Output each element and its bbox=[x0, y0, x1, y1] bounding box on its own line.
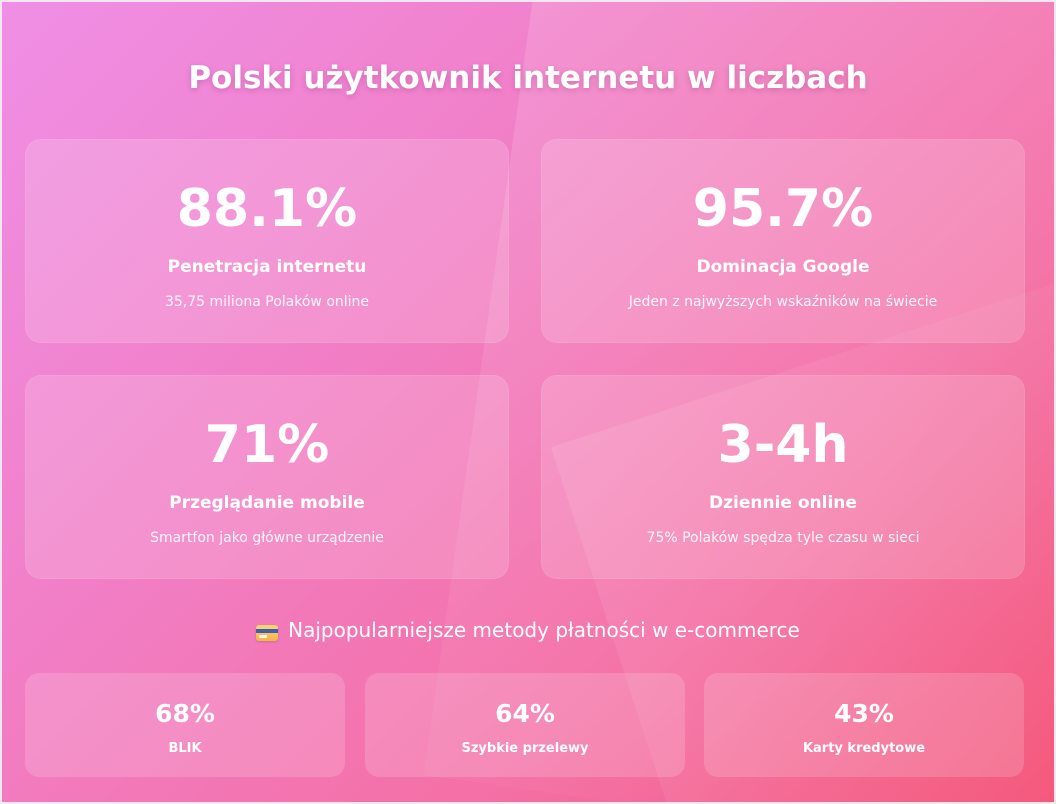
stat-card-daily-online: 3-4h Dziennie online 75% Polaków spędza … bbox=[541, 375, 1025, 579]
stat-card-google-dominance: 95.7% Dominacja Google Jeden z najwyższy… bbox=[541, 139, 1025, 343]
payment-label: Karty kredytowe bbox=[802, 741, 926, 756]
payment-value: 68% bbox=[155, 699, 215, 728]
stat-value: 71% bbox=[204, 415, 330, 475]
stat-label: Przeglądanie mobile bbox=[169, 493, 365, 513]
stat-label: Penetracja internetu bbox=[167, 257, 367, 277]
stat-description: 35,75 miliona Polaków online bbox=[164, 294, 370, 310]
stat-description: Smartfon jako główne urządzenie bbox=[150, 530, 384, 546]
stat-value: 95.7% bbox=[692, 179, 874, 239]
payment-value: 43% bbox=[834, 699, 894, 728]
payment-value: 64% bbox=[495, 699, 555, 728]
page-title: Polski użytkownik internetu w liczbach bbox=[188, 60, 868, 96]
stat-label: Dominacja Google bbox=[696, 257, 870, 277]
stat-card-mobile-browsing: 71% Przeglądanie mobile Smartfon jako gł… bbox=[25, 375, 509, 579]
payment-card-fast-transfers: 64% Szybkie przelewy bbox=[365, 673, 685, 777]
stat-description: Jeden z najwyższych wskaźników na świeci… bbox=[628, 294, 938, 310]
stat-value: 88.1% bbox=[176, 179, 358, 239]
stat-value: 3-4h bbox=[717, 415, 849, 475]
payment-card-credit-cards: 43% Karty kredytowe bbox=[704, 673, 1024, 777]
stat-card-internet-penetration: 88.1% Penetracja internetu 35,75 miliona… bbox=[25, 139, 509, 343]
payment-card-blik: 68% BLIK bbox=[25, 673, 345, 777]
stat-description: 75% Polaków spędza tyle czasu w sieci bbox=[646, 530, 920, 546]
payment-label: Szybkie przelewy bbox=[461, 741, 589, 756]
stat-label: Dziennie online bbox=[709, 493, 857, 513]
payments-title-text: Najpopularniejsze metody płatności w e-c… bbox=[288, 618, 800, 642]
credit-card-icon bbox=[256, 624, 279, 641]
payment-label: BLIK bbox=[168, 741, 202, 756]
payments-section-title: Najpopularniejsze metody płatności w e-c… bbox=[2, 618, 1054, 642]
